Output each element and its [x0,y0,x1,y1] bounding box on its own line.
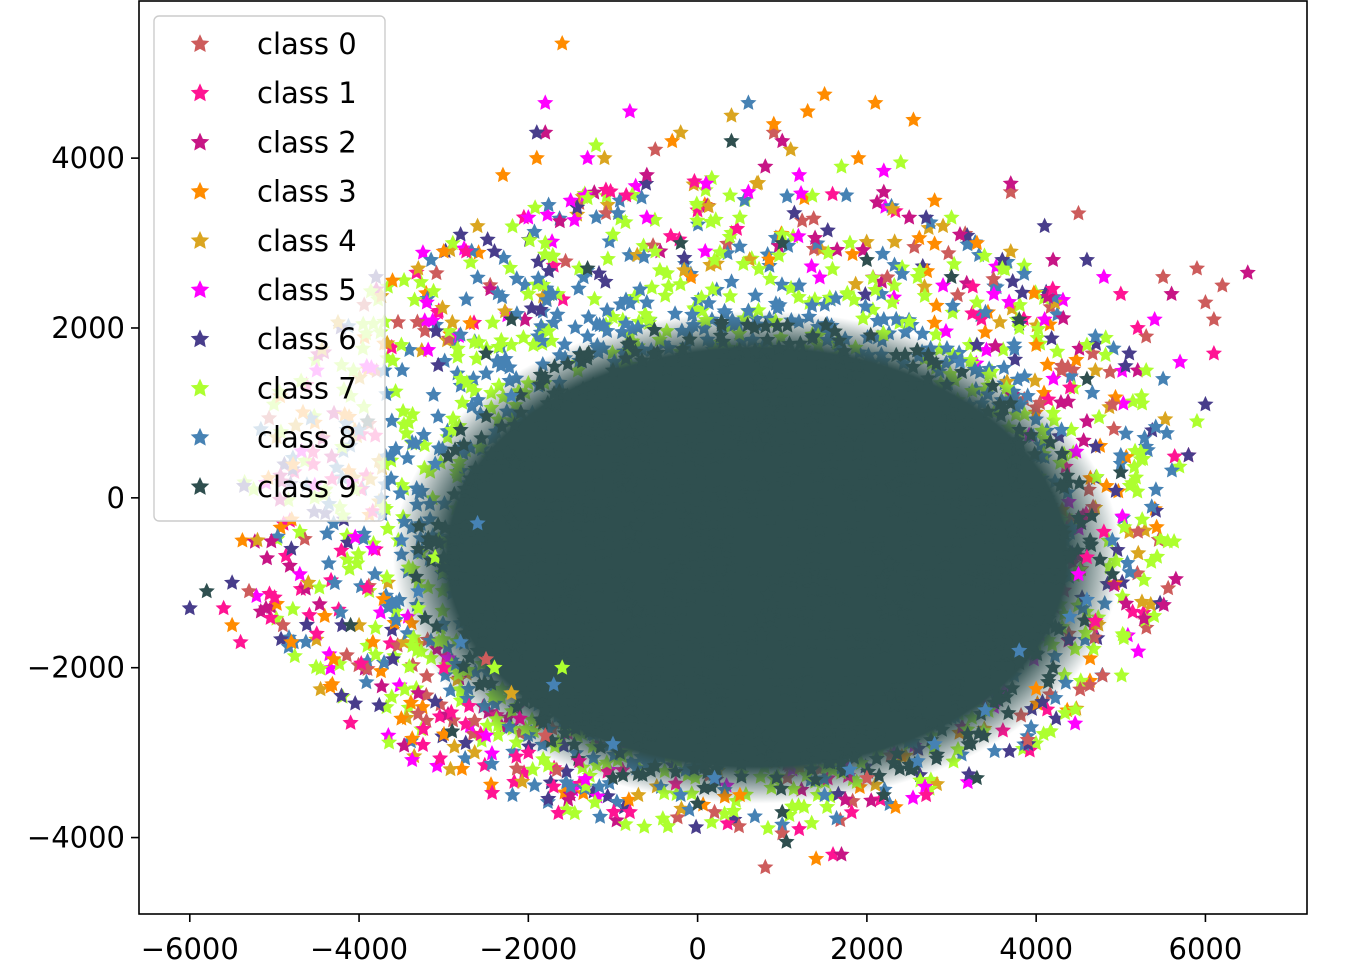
x-tick-label: 0 [688,932,706,966]
legend-entry: class 4 [190,224,357,258]
legend-label: class 9 [257,470,357,504]
y-tick-label: −2000 [27,651,125,685]
legend-label: class 8 [257,421,357,455]
legend-label: class 3 [257,175,357,209]
x-tick-label: −6000 [141,932,239,966]
x-tick-label: 4000 [999,932,1073,966]
x-tick-label: −2000 [479,932,577,966]
x-axis: −6000 −4000 −2000 0 2000 4000 6000 [141,914,1243,966]
legend-entry: class 3 [190,175,357,209]
legend-entry: class 1 [190,76,357,110]
y-tick-label: 4000 [51,141,125,175]
legend-label: class 2 [257,125,357,159]
legend-entry: class 2 [190,125,357,159]
y-axis: −4000 −2000 0 2000 4000 [27,141,139,855]
legend-frame [153,15,386,522]
legend-entry: class 0 [190,27,357,61]
point-cloud-layer [234,169,1188,836]
plot-frame [138,0,1308,915]
y-tick-label: 0 [107,481,125,515]
legend-label: class 4 [257,224,357,258]
legend-entry: class 7 [190,371,357,405]
y-tick-label: 2000 [51,311,125,345]
x-tick-label: 2000 [830,932,904,966]
legend-label: class 5 [257,273,357,307]
legend-label: class 1 [257,76,357,110]
legend-entry: class 8 [190,421,357,455]
legend-label: class 0 [257,27,357,61]
legend-label: class 6 [257,322,357,356]
legend-entry: class 6 [190,322,357,356]
x-tick-label: 6000 [1169,932,1243,966]
x-tick-label: −4000 [310,932,408,966]
legend-entries: class 0 class 1 class 2 class 3 class 4 class… [190,27,357,504]
legend: class 0 class 1 class 2 class 3 class 4 class… [153,15,386,522]
legend-label: class 7 [257,371,357,405]
cloud-core [392,310,1121,804]
y-tick-label: −4000 [27,821,125,855]
legend-entry: class 9 [190,470,357,504]
legend-entry: class 5 [190,273,357,307]
